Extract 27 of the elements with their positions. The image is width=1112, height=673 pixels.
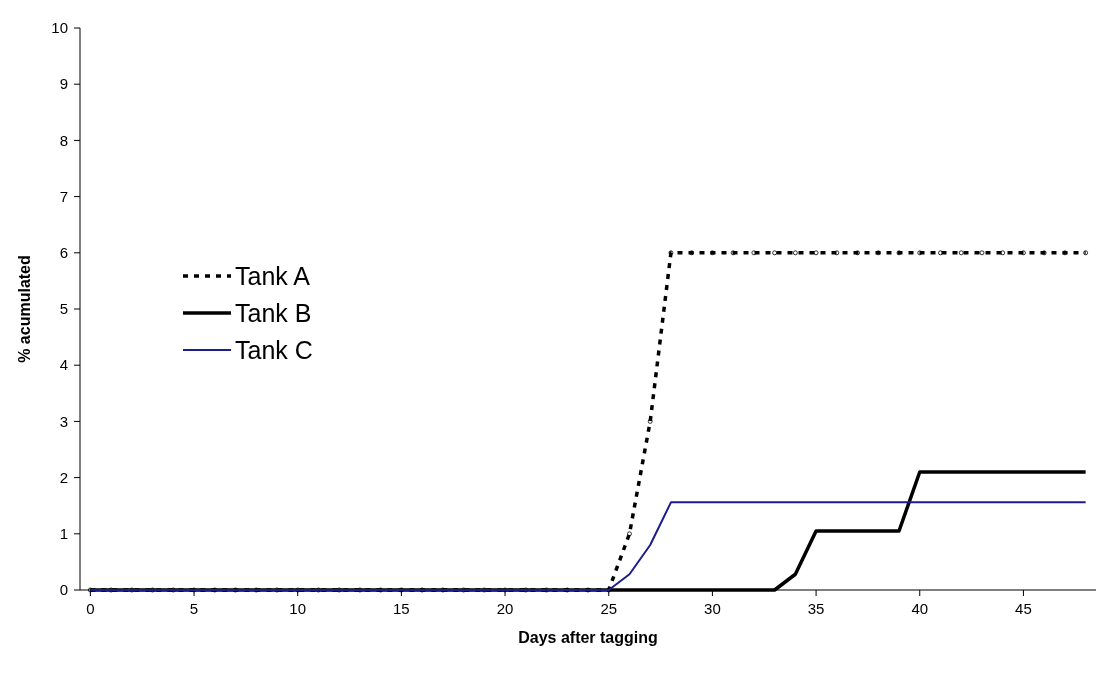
y-tick-label: 2 [59,468,68,486]
x-tick-label: 30 [704,600,721,617]
x-tick-label: 20 [496,600,514,617]
y-tick-label: 10 [51,19,68,37]
y-tick-label: 4 [59,356,68,374]
x-tick-label: 10 [289,600,307,617]
y-tick-label: 8 [59,131,68,149]
x-tick-label: 35 [807,600,825,617]
x-tick-label: 25 [600,600,618,617]
y-axis-title: % acumulated [16,255,33,363]
y-tick-label: 3 [59,412,68,430]
y-tick-label: 7 [59,187,68,205]
y-tick-label: 5 [59,300,68,318]
legend-label: Tank C [235,335,313,364]
legend-label: Tank B [235,298,312,327]
x-tick-label: 40 [911,600,929,617]
x-tick-label: 0 [86,600,95,617]
y-tick-label: 1 [59,525,68,543]
line-series [89,501,1087,591]
x-tick-label: 5 [189,600,199,617]
x-tick-label: 45 [1015,600,1032,617]
x-tick-label: 15 [393,600,410,617]
legend-label: Tank A [235,261,311,290]
x-axis-title: Days after tagging [518,629,658,646]
y-tick-label: 0 [59,581,68,599]
y-tick-label: 9 [59,75,68,93]
y-tick-label: 6 [59,244,68,262]
